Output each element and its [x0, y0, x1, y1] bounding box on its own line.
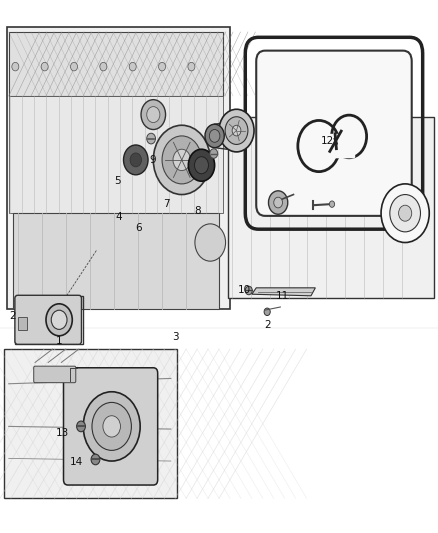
FancyBboxPatch shape	[256, 51, 412, 216]
Circle shape	[173, 149, 191, 171]
Text: 5: 5	[114, 176, 121, 186]
Circle shape	[381, 184, 429, 243]
Circle shape	[46, 304, 72, 336]
Circle shape	[232, 125, 241, 136]
Circle shape	[274, 197, 283, 208]
Circle shape	[141, 100, 166, 130]
Text: 1: 1	[56, 336, 63, 346]
Circle shape	[219, 109, 254, 152]
Circle shape	[100, 62, 107, 71]
Circle shape	[91, 454, 100, 465]
Circle shape	[329, 201, 335, 207]
Bar	[9, 96, 223, 213]
Circle shape	[12, 62, 19, 71]
Circle shape	[245, 286, 252, 295]
Circle shape	[41, 62, 48, 71]
Circle shape	[71, 62, 78, 71]
Circle shape	[77, 421, 85, 432]
Circle shape	[195, 224, 226, 261]
Text: 2: 2	[9, 311, 16, 320]
Circle shape	[264, 308, 270, 316]
Text: 7: 7	[163, 199, 170, 208]
Text: 6: 6	[135, 223, 142, 233]
Circle shape	[153, 125, 210, 195]
Circle shape	[130, 153, 141, 167]
Circle shape	[194, 157, 208, 174]
Circle shape	[129, 62, 136, 71]
Circle shape	[188, 149, 215, 181]
Text: 10: 10	[238, 285, 251, 295]
FancyBboxPatch shape	[4, 349, 177, 498]
FancyBboxPatch shape	[64, 368, 158, 485]
Text: 8: 8	[194, 206, 201, 216]
FancyBboxPatch shape	[15, 295, 81, 344]
Circle shape	[162, 136, 201, 184]
Circle shape	[268, 191, 288, 214]
Circle shape	[399, 205, 412, 221]
Text: 12: 12	[321, 136, 334, 146]
FancyBboxPatch shape	[228, 117, 434, 298]
Circle shape	[147, 133, 155, 144]
Circle shape	[92, 402, 131, 450]
FancyBboxPatch shape	[324, 134, 355, 158]
Text: 13: 13	[56, 428, 69, 438]
Text: 2: 2	[265, 320, 272, 330]
Bar	[15, 296, 83, 344]
Circle shape	[210, 149, 218, 158]
Circle shape	[124, 145, 148, 175]
Circle shape	[205, 124, 224, 148]
Circle shape	[83, 392, 140, 461]
Circle shape	[209, 130, 220, 142]
Circle shape	[103, 416, 120, 437]
FancyBboxPatch shape	[34, 366, 76, 383]
Text: 3: 3	[172, 332, 179, 342]
Text: 9: 9	[149, 155, 156, 165]
Circle shape	[390, 195, 420, 232]
Circle shape	[147, 107, 160, 123]
Bar	[18, 317, 27, 330]
Circle shape	[188, 62, 195, 71]
FancyBboxPatch shape	[7, 27, 230, 309]
Polygon shape	[252, 288, 315, 296]
Circle shape	[51, 310, 67, 329]
Circle shape	[159, 62, 166, 71]
Text: 11: 11	[276, 292, 289, 301]
Text: 4: 4	[115, 213, 122, 222]
Bar	[9, 32, 223, 96]
Text: 14: 14	[70, 457, 83, 466]
Bar	[13, 213, 219, 309]
Circle shape	[225, 117, 248, 144]
